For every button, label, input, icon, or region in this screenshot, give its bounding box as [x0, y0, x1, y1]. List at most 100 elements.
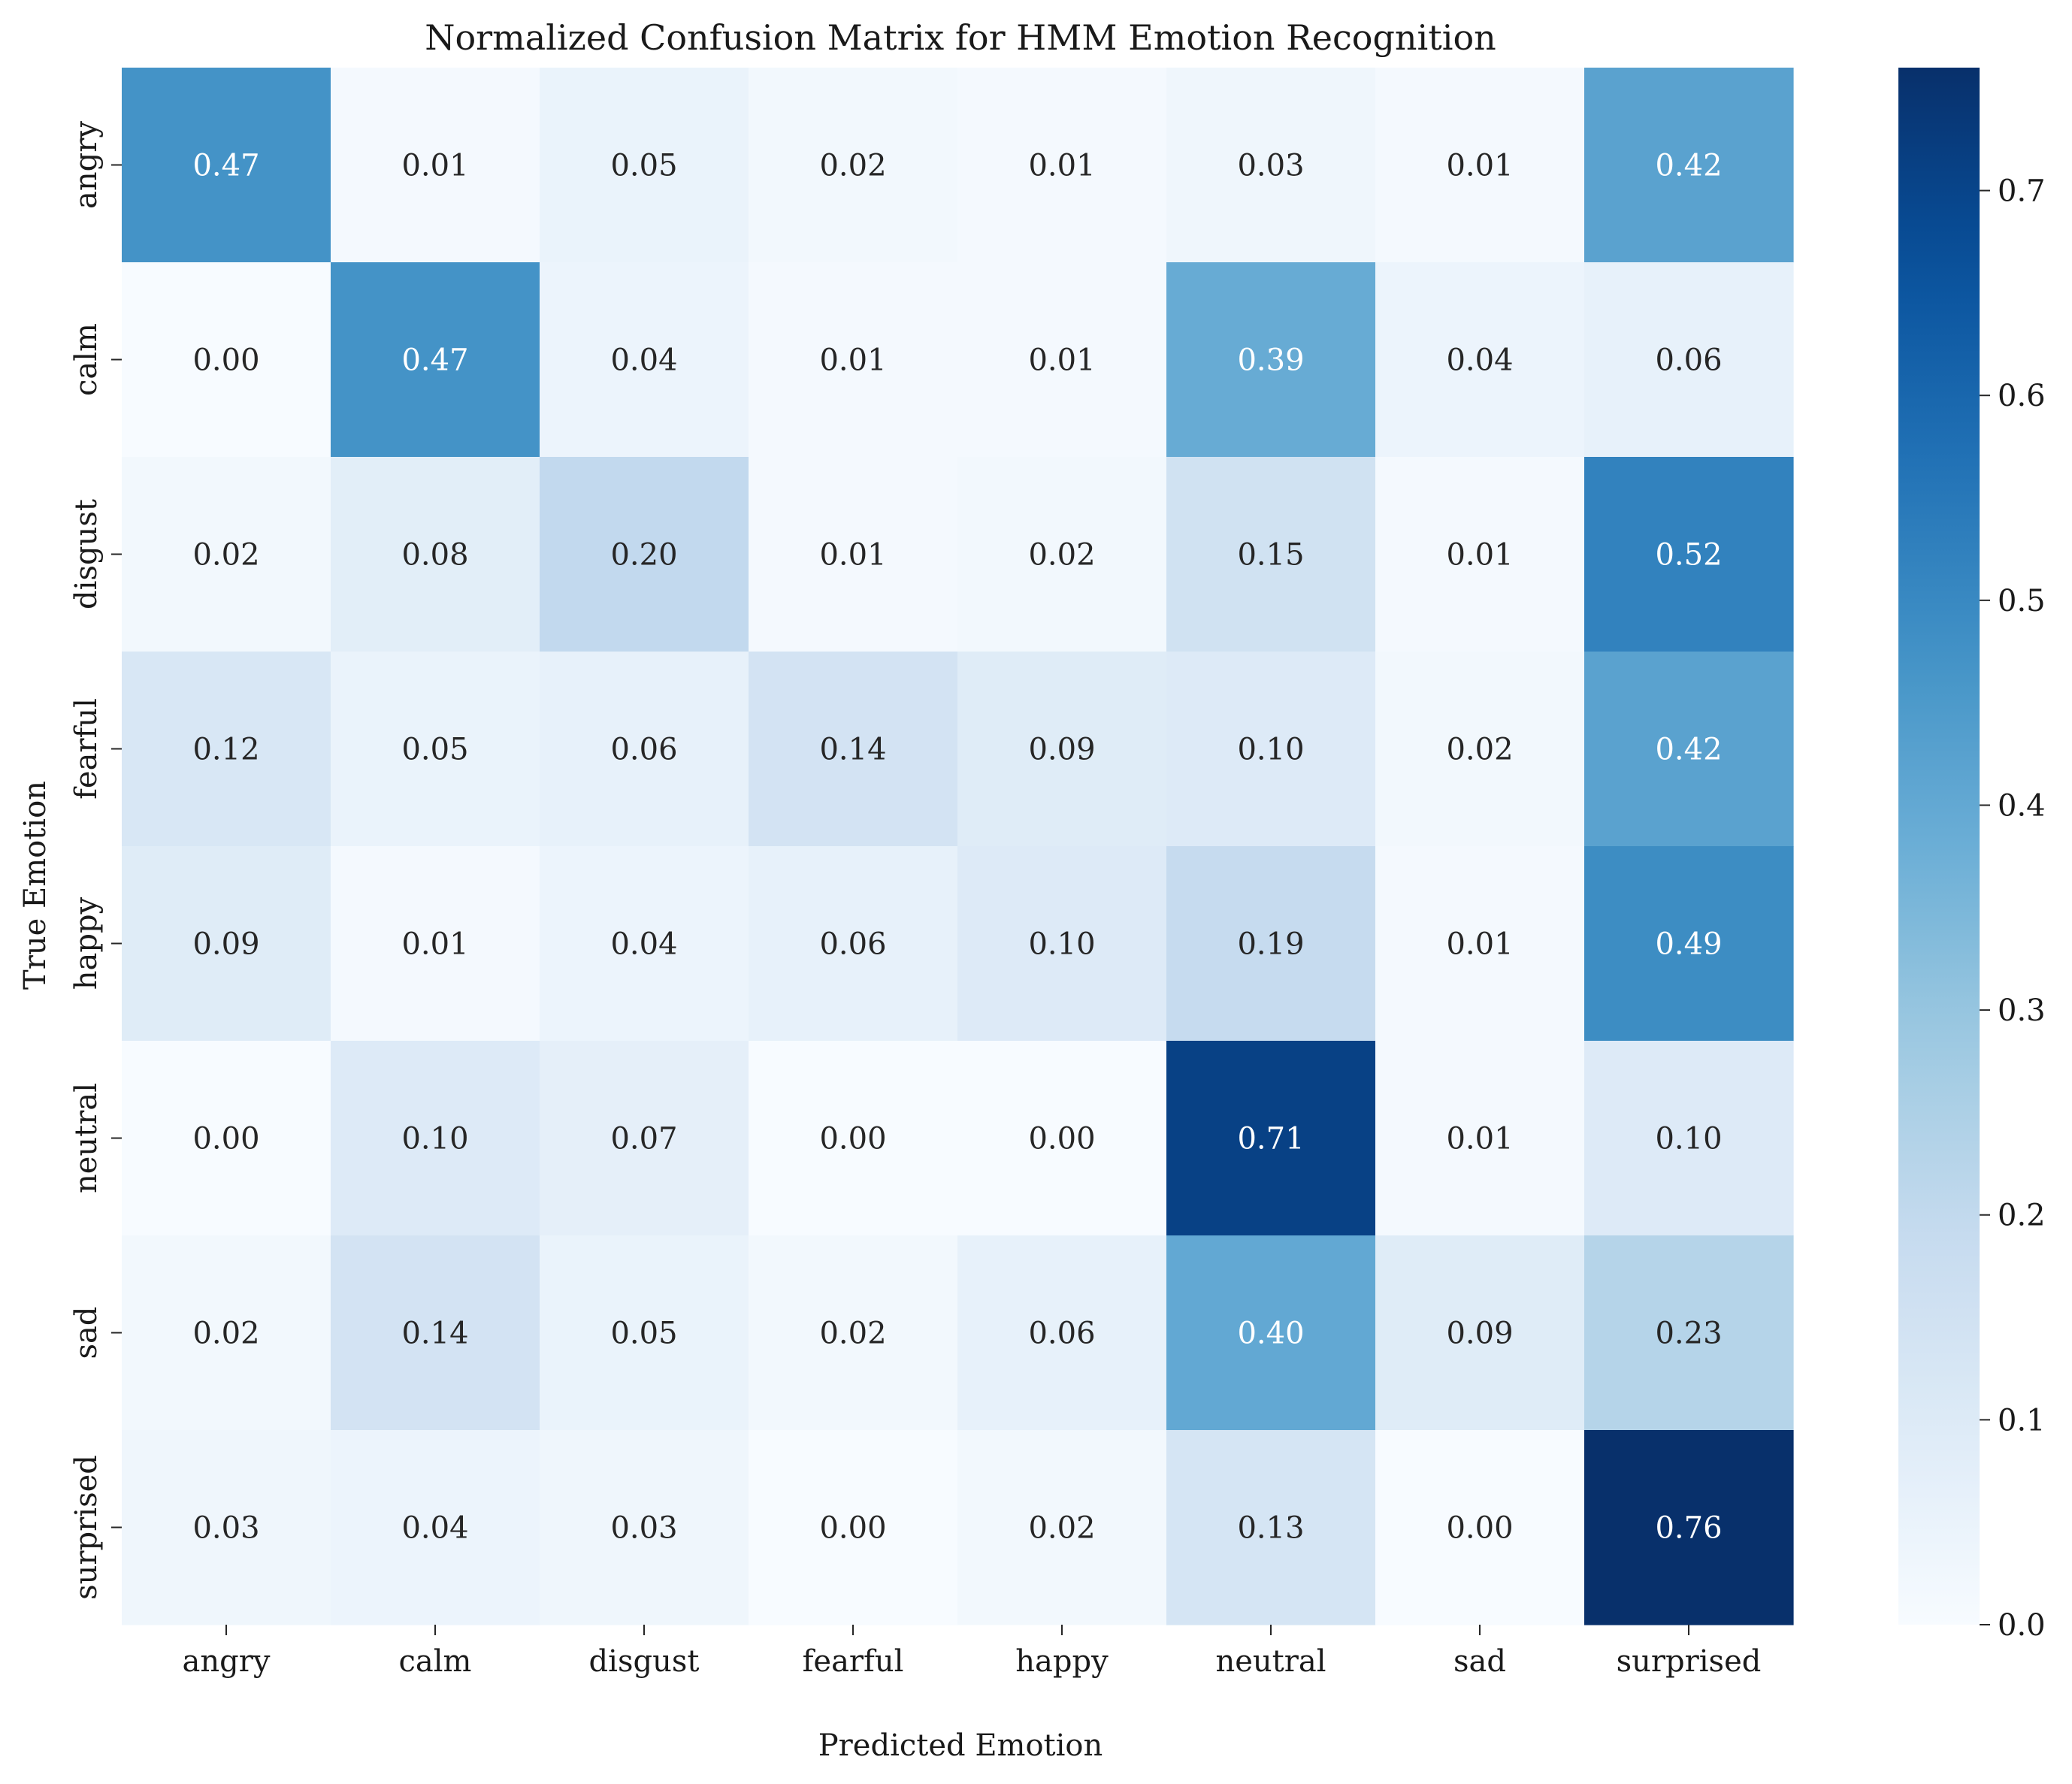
- cell-value-label: 0.02: [1028, 538, 1095, 573]
- heatmap-cell: [122, 846, 331, 1042]
- cell-value-label: 0.00: [192, 1122, 259, 1157]
- cell-value-label: 0.01: [1446, 149, 1513, 183]
- cell-value-label: 0.00: [192, 343, 259, 378]
- heatmap-cell: [331, 846, 540, 1042]
- cell-value-label: 0.76: [1655, 1511, 1722, 1546]
- cell-value-label: 0.02: [819, 1317, 886, 1351]
- heatmap-cell: [749, 652, 958, 847]
- heatmap-cell: [749, 846, 958, 1042]
- colorbar-tick-label: 0.0: [1998, 1608, 2046, 1643]
- cell-value-label: 0.05: [610, 1317, 677, 1351]
- cell-value-label: 0.03: [1237, 149, 1304, 183]
- heatmap-cell: [1584, 1041, 1794, 1236]
- heatmap-cell: [331, 457, 540, 652]
- colorbar-tick-label: 0.7: [1998, 174, 2046, 209]
- heatmap-cell: [122, 262, 331, 458]
- y-tick-label: happy: [69, 897, 104, 990]
- cell-value-labels: 0.47 0.01 0.05 0.02 0.01 0.03 0.01 0.42 0.00 0.47…: [192, 149, 1722, 1546]
- cell-value-label: 0.15: [1237, 538, 1304, 573]
- heatmap-cell: [1166, 68, 1376, 263]
- heatmap-cell: [122, 1430, 331, 1625]
- cell-value-label: 0.06: [819, 927, 886, 962]
- heatmap-cell: [540, 652, 749, 847]
- x-tick-label: sad: [1453, 1644, 1506, 1679]
- x-axis-ticks: angry calm disgust fearful happy neutral sad su…: [183, 1625, 1762, 1679]
- cell-value-label: 0.09: [192, 927, 259, 962]
- cell-value-label: 0.00: [819, 1511, 886, 1546]
- x-tick-label: angry: [183, 1644, 271, 1679]
- cell-value-label: 0.02: [192, 538, 259, 573]
- x-tick-label: neutral: [1215, 1644, 1326, 1679]
- heatmap-cell: [540, 1041, 749, 1236]
- heatmap-cell: [957, 652, 1167, 847]
- cell-value-label: 0.08: [401, 538, 468, 573]
- cell-value-label: 0.06: [610, 733, 677, 767]
- colorbar-gradient: [1898, 68, 1980, 1625]
- cell-value-label: 0.02: [1446, 733, 1513, 767]
- cell-value-label: 0.49: [1655, 927, 1722, 962]
- cell-value-label: 0.04: [610, 343, 677, 378]
- heatmap-cell: [540, 262, 749, 458]
- heatmap-cell: [957, 1430, 1167, 1625]
- cell-value-label: 0.03: [610, 1511, 677, 1546]
- heatmap-cell: [957, 846, 1167, 1042]
- x-tick-label: calm: [399, 1644, 472, 1679]
- cell-value-label: 0.20: [610, 538, 677, 573]
- cell-value-label: 0.14: [401, 1317, 468, 1351]
- cell-value-label: 0.06: [1028, 1317, 1095, 1351]
- y-tick-label: angry: [69, 121, 104, 209]
- x-tick-label: fearful: [803, 1644, 904, 1679]
- heatmap-cell: [122, 457, 331, 652]
- cell-value-label: 0.52: [1655, 538, 1722, 573]
- heatmap-cell: [540, 846, 749, 1042]
- cell-value-label: 0.02: [192, 1317, 259, 1351]
- cell-value-label: 0.00: [819, 1122, 886, 1157]
- heatmap-cell: [1166, 262, 1376, 458]
- cell-value-label: 0.10: [1237, 733, 1304, 767]
- y-tick-label: neutral: [69, 1083, 104, 1193]
- heatmap-cell: [331, 1430, 540, 1625]
- heatmap-cell: [1375, 457, 1585, 652]
- y-tick-label: sad: [69, 1307, 104, 1359]
- heatmap-cells: [122, 68, 1794, 1625]
- heatmap-cell: [1584, 262, 1794, 458]
- heatmap-cell: [1166, 846, 1376, 1042]
- x-tick-label: happy: [1015, 1644, 1109, 1679]
- heatmap-cell: [540, 1430, 749, 1625]
- cell-value-label: 0.07: [610, 1122, 677, 1157]
- heatmap-cell: [122, 1041, 331, 1236]
- cell-value-label: 0.04: [1446, 343, 1513, 378]
- cell-value-label: 0.00: [1028, 1122, 1095, 1157]
- heatmap-cell: [1375, 846, 1585, 1042]
- cell-value-label: 0.09: [1028, 733, 1095, 767]
- heatmap-cell: [749, 457, 958, 652]
- heatmap-cell: [1375, 68, 1585, 263]
- cell-value-label: 0.10: [1655, 1122, 1722, 1157]
- cell-value-label: 0.71: [1237, 1122, 1304, 1157]
- x-axis-label: Predicted Emotion: [818, 1728, 1103, 1763]
- x-tick-label: surprised: [1617, 1644, 1762, 1679]
- cell-value-label: 0.01: [401, 927, 468, 962]
- cell-value-label: 0.05: [401, 733, 468, 767]
- heatmap-cell: [1375, 1235, 1585, 1431]
- y-axis-label: True Emotion: [18, 781, 53, 990]
- cell-value-label: 0.01: [819, 343, 886, 378]
- heatmap-cell: [1584, 1430, 1794, 1625]
- cell-value-label: 0.02: [1028, 1511, 1095, 1546]
- heatmap-cell: [1166, 1235, 1376, 1431]
- cell-value-label: 0.00: [1446, 1511, 1513, 1546]
- heatmap-cell: [331, 1041, 540, 1236]
- heatmap-cell: [749, 1430, 958, 1625]
- chart-title: Normalized Confusion Matrix for HMM Emot…: [425, 17, 1496, 58]
- heatmap-cell: [957, 1041, 1167, 1236]
- cell-value-label: 0.02: [819, 149, 886, 183]
- x-tick-label: disgust: [589, 1644, 700, 1679]
- cell-value-label: 0.40: [1237, 1317, 1304, 1351]
- heatmap-cell: [122, 68, 331, 263]
- cell-value-label: 0.14: [819, 733, 886, 767]
- heatmap-cell: [1584, 457, 1794, 652]
- cell-value-label: 0.13: [1237, 1511, 1304, 1546]
- heatmap-cell: [1584, 652, 1794, 847]
- cell-value-label: 0.19: [1237, 927, 1304, 962]
